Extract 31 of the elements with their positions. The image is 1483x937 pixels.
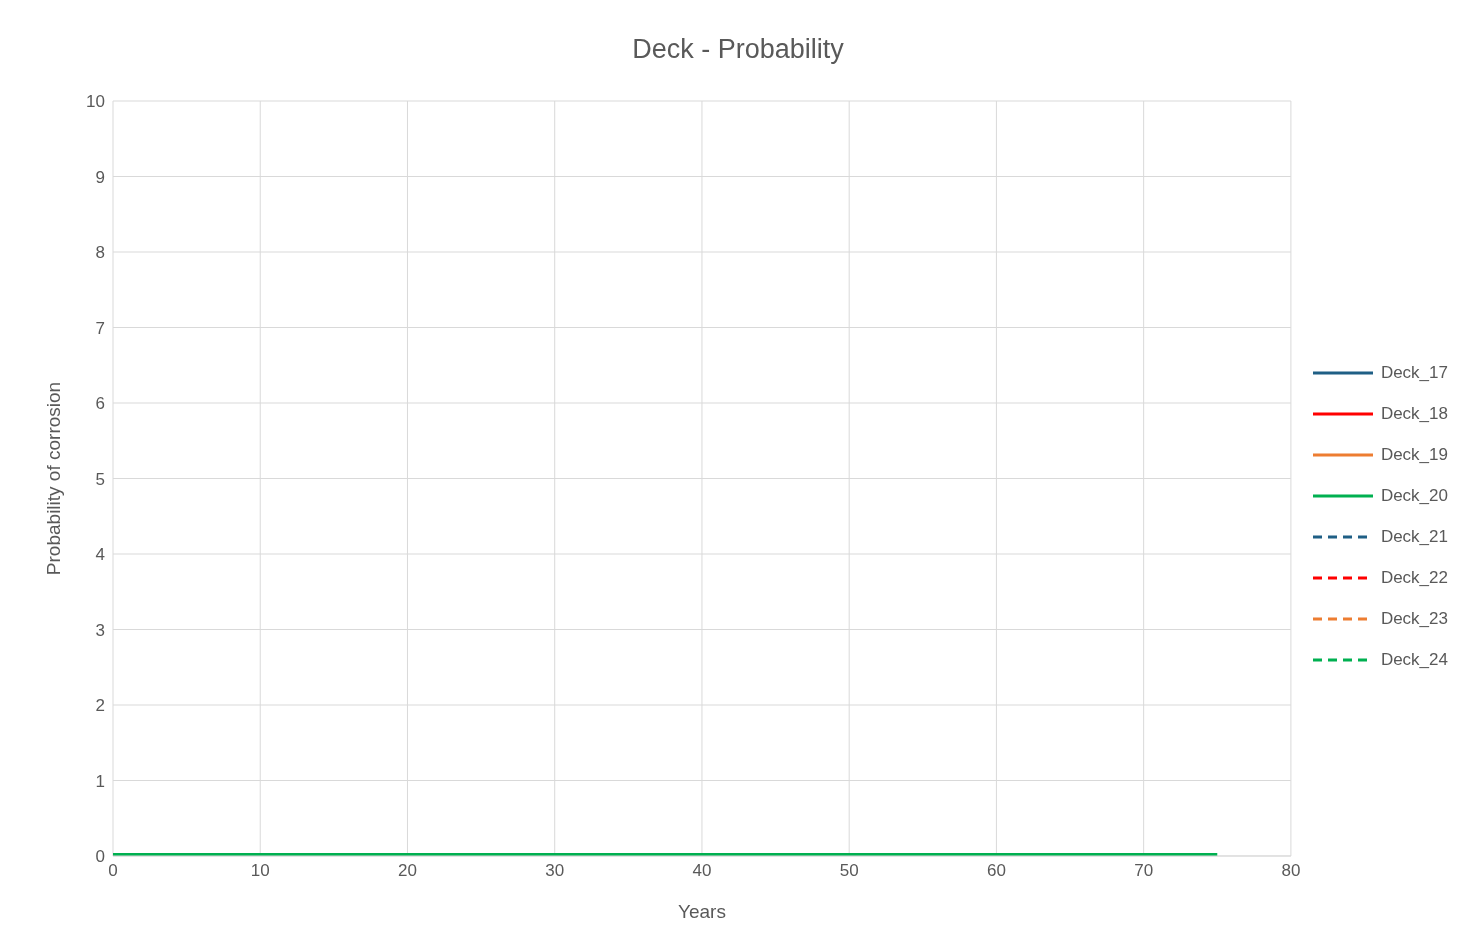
legend-label: Deck_18 (1380, 403, 1448, 424)
x-tick-label: 30 (545, 861, 565, 881)
legend-label: Deck_21 (1380, 526, 1448, 547)
x-tick-label: 80 (1281, 861, 1301, 881)
x-tick-label: 70 (1134, 861, 1154, 881)
y-tick-label: 1 (95, 771, 105, 791)
y-tick-label: 4 (95, 545, 105, 565)
legend-label: Deck_19 (1380, 444, 1448, 465)
y-tick-label: 6 (95, 394, 105, 414)
x-tick-label: 20 (398, 861, 417, 881)
x-tick-label: 10 (250, 861, 270, 881)
y-tick-label: 5 (95, 469, 105, 489)
y-tick-label: 9 (95, 167, 105, 187)
y-tick-label: 10 (86, 92, 105, 112)
y-tick-label: 7 (95, 318, 105, 338)
x-tick-label: 50 (839, 861, 859, 881)
x-tick-label: 0 (108, 861, 118, 881)
y-tick-label: 8 (95, 243, 105, 263)
y-tick-label: 0 (95, 847, 105, 867)
legend-label: Deck_23 (1380, 608, 1448, 629)
legend-label: Deck_17 (1380, 362, 1448, 383)
x-axis-title: Years (678, 901, 726, 922)
y-tick-label: 3 (95, 620, 105, 640)
chart-title: Deck - Probability (631, 33, 845, 66)
legend-label: Deck_20 (1380, 485, 1448, 506)
x-tick-label: 60 (986, 861, 1006, 881)
y-tick-label: 2 (95, 696, 105, 716)
x-tick-label: 40 (692, 861, 712, 881)
legend-label: Deck_24 (1380, 649, 1448, 670)
y-axis-title: Probability of corrosion (42, 381, 64, 576)
legend-label: Deck_22 (1380, 567, 1448, 588)
